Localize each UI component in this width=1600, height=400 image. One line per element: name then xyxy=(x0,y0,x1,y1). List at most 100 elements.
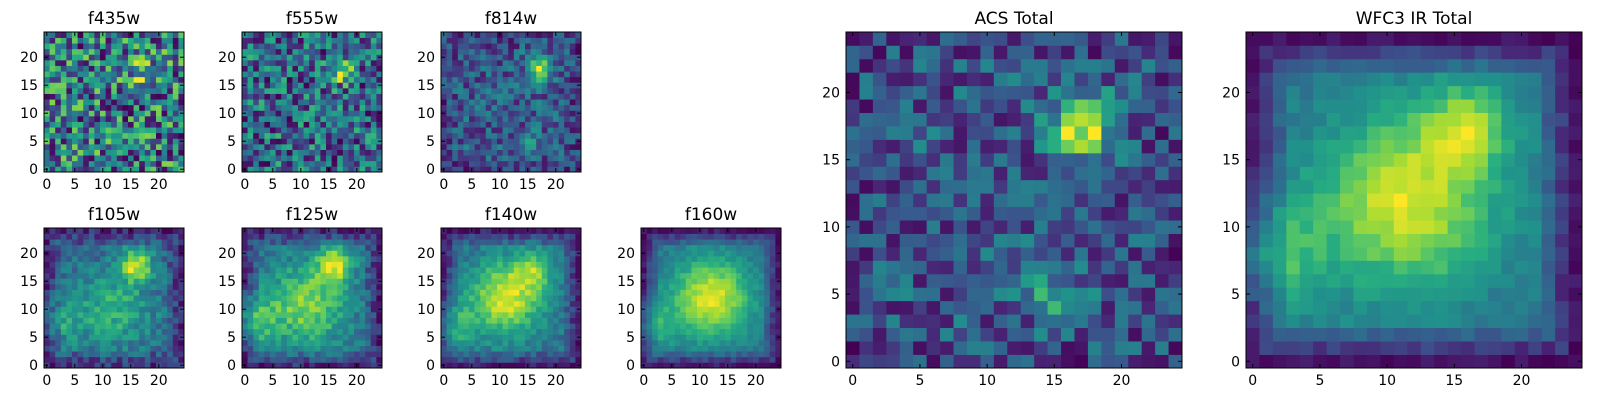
heatmap-cell xyxy=(469,104,475,111)
heatmap-cell xyxy=(94,317,101,324)
heatmap-cell xyxy=(167,284,174,290)
heatmap-cell xyxy=(331,328,338,335)
heatmap-cell xyxy=(558,93,565,100)
heatmap-cell xyxy=(685,323,692,330)
heatmap-cell xyxy=(354,65,360,72)
heatmap-cell xyxy=(525,289,531,296)
heatmap-cell xyxy=(326,239,332,246)
heatmap-cell xyxy=(139,356,146,363)
heatmap-cell xyxy=(913,247,927,261)
heatmap-cell xyxy=(441,88,447,94)
heatmap-cell xyxy=(337,166,344,173)
heatmap-cell xyxy=(150,32,157,38)
heatmap-cell xyxy=(497,99,503,106)
heatmap-cell xyxy=(320,334,327,341)
heatmap-cell xyxy=(167,121,174,128)
x-tick-label: 5 xyxy=(268,177,277,193)
heatmap-cell xyxy=(480,284,487,290)
heatmap-cell xyxy=(167,244,174,251)
heatmap-cell xyxy=(569,127,576,134)
heatmap-cell xyxy=(702,351,709,358)
heatmap-cell xyxy=(303,244,310,251)
y-tick-label: 5 xyxy=(29,134,38,150)
heatmap-cell xyxy=(303,149,310,156)
heatmap-cell xyxy=(72,43,78,50)
heatmap-cell xyxy=(337,345,344,352)
heatmap-cell xyxy=(872,341,887,355)
heatmap-cell xyxy=(713,351,720,358)
heatmap-cell xyxy=(575,295,582,302)
heatmap-cell xyxy=(497,71,503,78)
heatmap-cell xyxy=(258,312,265,318)
heatmap-cell xyxy=(133,127,140,134)
heatmap-cell xyxy=(480,155,487,162)
heatmap-cell xyxy=(348,323,355,330)
heatmap-cell xyxy=(172,149,179,156)
heatmap-cell xyxy=(1114,354,1129,369)
heatmap-cell xyxy=(105,345,112,352)
heatmap-cell xyxy=(348,345,355,352)
heatmap-cell xyxy=(680,340,687,346)
heatmap-cell xyxy=(547,278,554,285)
heatmap-cell xyxy=(359,272,366,279)
heatmap-cell xyxy=(60,256,67,262)
heatmap-cell xyxy=(331,121,338,128)
heatmap-cell xyxy=(326,250,332,257)
heatmap-cell xyxy=(275,110,282,117)
heatmap-cell xyxy=(457,328,464,335)
heatmap-cell xyxy=(326,127,332,134)
heatmap-cell xyxy=(753,250,759,257)
heatmap-cell xyxy=(178,43,185,50)
heatmap-cell xyxy=(342,82,349,89)
heatmap-cell xyxy=(859,354,874,369)
heatmap-cell xyxy=(66,166,73,173)
heatmap-cell xyxy=(354,155,360,162)
heatmap-cell xyxy=(60,54,67,61)
heatmap-cell xyxy=(558,284,565,290)
heatmap-cell xyxy=(485,32,492,38)
heatmap-cell xyxy=(309,149,316,156)
heatmap-cell xyxy=(491,76,498,83)
heatmap-cell xyxy=(258,334,265,341)
heatmap-cell xyxy=(286,317,293,324)
heatmap-cell xyxy=(354,261,360,268)
heatmap-cell xyxy=(469,256,475,262)
heatmap-cell xyxy=(88,239,95,246)
heatmap-cell xyxy=(94,110,101,117)
heatmap-cell xyxy=(553,267,559,274)
heatmap-cell xyxy=(708,295,715,302)
heatmap-cell xyxy=(713,244,720,251)
heatmap-cell xyxy=(298,334,304,341)
heatmap-cell xyxy=(270,239,276,246)
heatmap-cell xyxy=(547,272,554,279)
heatmap-cell xyxy=(150,82,157,89)
heatmap-cell xyxy=(342,340,349,346)
heatmap-cell xyxy=(547,48,554,55)
heatmap-cell xyxy=(77,306,84,313)
heatmap-cell xyxy=(359,149,366,156)
heatmap-cell xyxy=(1155,260,1169,275)
heatmap-cell xyxy=(354,71,360,78)
heatmap-cell xyxy=(264,345,271,352)
heatmap-cell xyxy=(1034,233,1048,248)
heatmap-cell xyxy=(258,60,265,66)
heatmap-cell xyxy=(674,356,681,363)
heatmap-cell xyxy=(886,354,901,369)
heatmap-cell xyxy=(553,328,559,335)
heatmap-cell xyxy=(553,110,559,117)
heatmap-cell xyxy=(846,354,860,369)
heatmap-cell xyxy=(525,37,531,44)
heatmap-cell xyxy=(342,300,349,307)
heatmap-cell xyxy=(247,127,254,134)
heatmap-cell xyxy=(320,144,327,150)
heatmap-cell xyxy=(326,233,332,240)
heatmap-cell xyxy=(485,323,492,330)
heatmap-cell xyxy=(88,289,95,296)
heatmap-cell xyxy=(663,323,670,330)
heatmap-cell xyxy=(558,250,565,257)
heatmap-cell xyxy=(122,239,129,246)
heatmap-cell xyxy=(569,166,576,173)
heatmap-cell xyxy=(491,323,498,330)
heatmap-cell xyxy=(553,160,559,167)
heatmap-cell xyxy=(652,328,659,335)
